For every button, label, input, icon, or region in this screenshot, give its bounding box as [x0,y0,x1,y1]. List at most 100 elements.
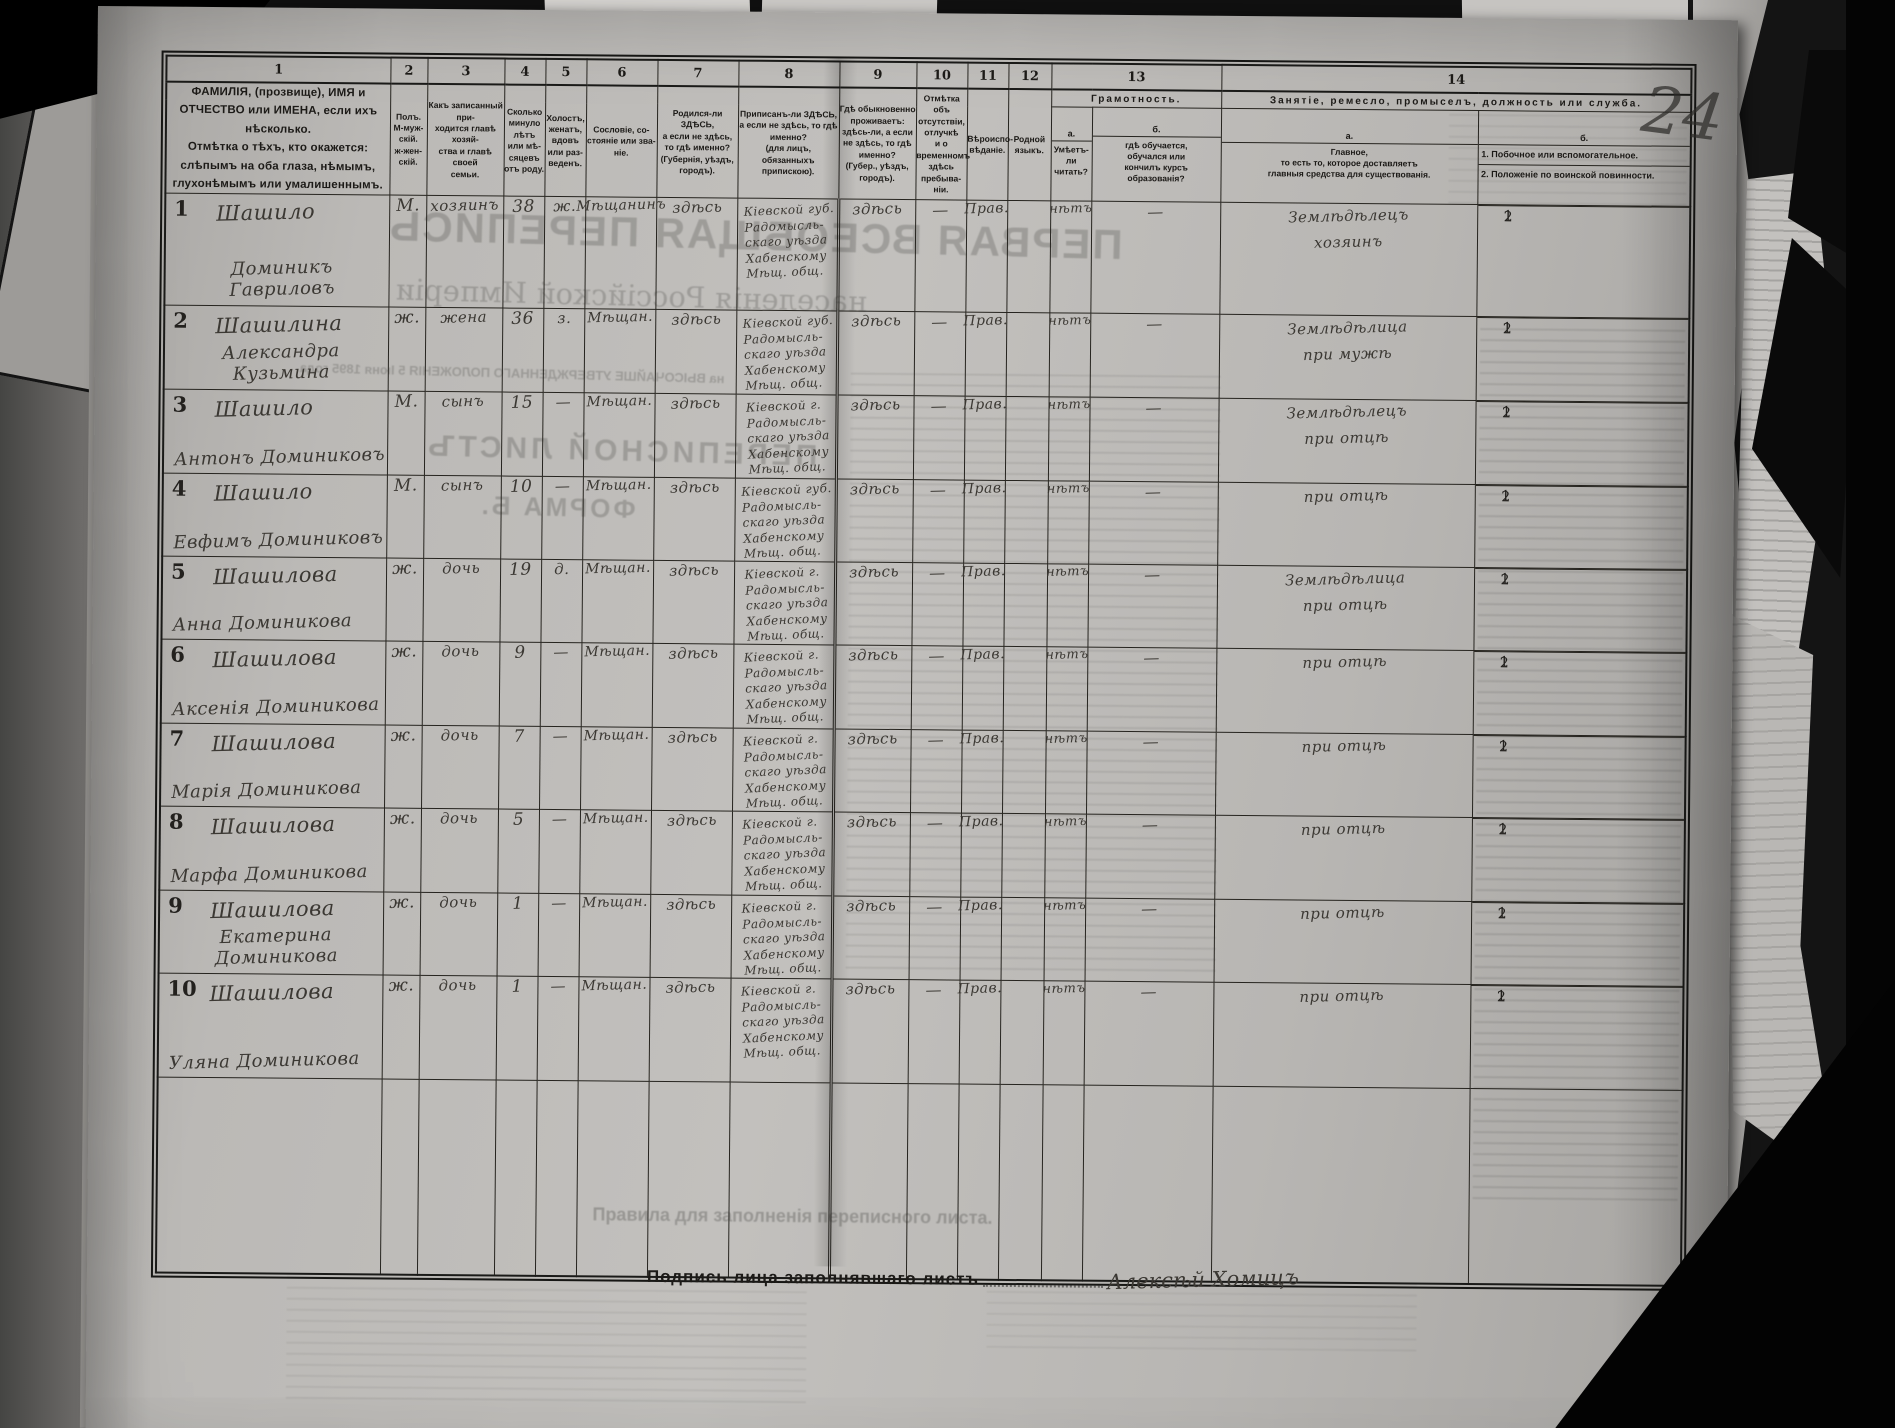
header-birthplace: Родился-ли ЗДѢСЬ, а если не здѣсь, то гд… [656,85,739,199]
cell-name: 1 Шашило Доминикъ Гавриловъ [164,193,390,308]
cell-language [1001,813,1045,898]
cell-faith: Прав. [958,896,1003,981]
header-language: Родной языкъ. [1007,88,1052,202]
sub-letter-a: а. [1051,127,1092,143]
census-record-row: 1 Шашило Доминикъ Гавриловъ М. хозяинъ 3… [164,193,1691,319]
cell-reads: нѣтъ [1044,814,1087,898]
cell-absence: — [911,562,964,647]
col-number: 4 [504,58,546,85]
cell-absence: — [910,646,963,730]
surname-handwriting: Шашилова [211,728,337,757]
cell-age: 15 [500,392,543,477]
cell-faith: Прав. [964,200,1009,313]
cell-relation: хозяинъ [425,196,504,309]
surname-handwriting: Шашило [214,395,314,423]
cell-education: — [1086,647,1217,733]
cell-age: 9 [498,642,541,727]
census-record-row: 8 Шашилова Марфа Доминикова ж. дочь 5 — … [159,806,1685,903]
cell-birthplace: здѣсь [653,477,735,562]
cell-occupation-main: при отцѣ [1214,815,1472,902]
cell-relation: дочь [422,558,501,643]
cell-reads: нѣтъ [1049,201,1092,314]
cell-faith: Прав. [960,646,1005,731]
col-number: 11 [967,62,1009,89]
cell-language [1004,480,1048,564]
cell-estate: Мѣщанинъ [576,197,666,310]
surname-handwriting: Шашилова [209,978,335,1007]
cell-birthplace: здѣсь [650,810,732,895]
cell-name: 7 Шашилова Марія Доминикова [160,722,385,809]
cell-occupation-secondary: 1 2 [1475,316,1690,403]
cell-faith: Прав. [959,813,1004,898]
table-body: 1 Шашило Доминикъ Гавриловъ М. хозяинъ 3… [157,193,1691,1091]
cell-marital: — [536,976,579,1081]
cell-name: 6 Шашилова Аксенія Доминикова [160,639,386,725]
cell-reads: нѣтъ [1045,647,1089,731]
census-record-row: 2 Шашилина Александра Кузьмина ж. жена 3… [163,305,1690,403]
header-absence: Отмѣтка объ отсутствіи, отлучкѣ и о врем… [915,88,970,201]
cell-relation: дочь [418,975,497,1080]
surname-handwriting: Шашило [213,478,313,506]
cell-sex: ж. [382,891,421,976]
given-name-handwriting: Екатерина Доминикова [214,924,339,970]
col-number: 2 [390,57,428,84]
cell-name: 9 Шашилова Екатерина Доминикова [158,889,384,975]
surname-handwriting: Шашило [215,199,316,227]
census-table: 1 2 3 4 5 6 7 8 9 10 11 12 13 14 [154,54,1693,1288]
cell-occupation-main: при отцѣ [1217,482,1475,568]
cell-sex: ж. [381,974,420,1080]
cell-language [1002,646,1047,731]
header-literacy-group: Грамотность. [1051,89,1222,109]
cell-marital: — [541,476,583,560]
cell-faith: Прав. [963,312,1008,397]
cell-estate: Мѣщан. [582,476,654,561]
cell-absence: — [913,311,966,397]
cell-age: 38 [502,196,545,309]
header-estate: Сословіе, со- стояніе или зва- ніе. [585,85,658,198]
surname-handwriting: Шашилова [209,895,336,923]
cell-birthplace: здѣсь [655,197,738,311]
cell-sex: ж. [384,724,422,809]
header-relation: Какъ записанный при- ходится главѣ хозяй… [426,83,505,197]
cell-education: — [1083,981,1214,1087]
cell-occupation-main: при отцѣ [1214,732,1473,818]
cell-sex: ж. [383,808,422,892]
census-record-row: 3 Шашило Антонъ Доминиковъ М. сынъ 15 — … [162,389,1689,487]
cell-language [1000,897,1045,981]
cell-reads: нѣтъ [1043,897,1086,982]
record-number: 5 [170,558,186,584]
occupation-sub-2: 2. Положеніе по воинской повинности. [1481,169,1655,181]
handwritten-signature: Алексѣй Хомицъ [1106,1265,1300,1295]
cell-occupation-main: при отцѣ [1215,648,1474,735]
col-number: 12 [1008,62,1052,90]
cell-occupation-secondary: 1 2 [1476,204,1691,319]
header-marital: Холостъ, женатъ, вдовъ или раз- веденъ. [544,84,587,198]
cell-sex: М. [386,391,425,476]
cell-relation: сынъ [423,475,501,560]
census-record-row: 6 Шашилова Аксенія Доминикова ж. дочь 9 … [160,639,1687,737]
given-name-handwriting: Доминикъ Гавриловъ [229,256,336,302]
cell-birthplace: здѣсь [650,727,733,812]
cell-education: — [1085,814,1215,899]
cell-education: — [1089,313,1220,399]
col-number: 3 [427,57,505,85]
cell-education: — [1087,564,1218,649]
cell-education: — [1090,201,1221,315]
cell-occupation-secondary: 1 2 [1473,567,1688,653]
census-sheet: ПЕРВАЯ ВСЕОБЩАЯ ПЕРЕПИСЬ населенія Россі… [85,6,1738,1428]
cell-occupation-main: Землѣдѣлецъ хозяинъ [1219,202,1478,317]
cell-reads: нѣтъ [1048,313,1091,398]
cell-birthplace: здѣсь [651,643,734,728]
census-record-row: 4 Шашило Евфимъ Доминиковъ М. сынъ 10 — … [162,472,1688,570]
cell-name: 5 Шашилова Анна Доминикова [161,556,387,642]
cell-birthplace: здѣсь [652,560,735,645]
cell-language [1004,396,1049,481]
header-occupation-main: а. Главное, то есть то, которое доставля… [1220,108,1479,205]
dotted-leader [982,1284,1103,1288]
cell-estate: Мѣщан. [583,309,656,394]
census-record-row: 5 Шашилова Анна Доминикова ж. дочь 19 д.… [161,556,1688,653]
cell-age: 1 [496,892,539,977]
header-faith: Вѣроиспо- вѣданіе. [966,88,1013,201]
col-number: 7 [657,59,739,87]
